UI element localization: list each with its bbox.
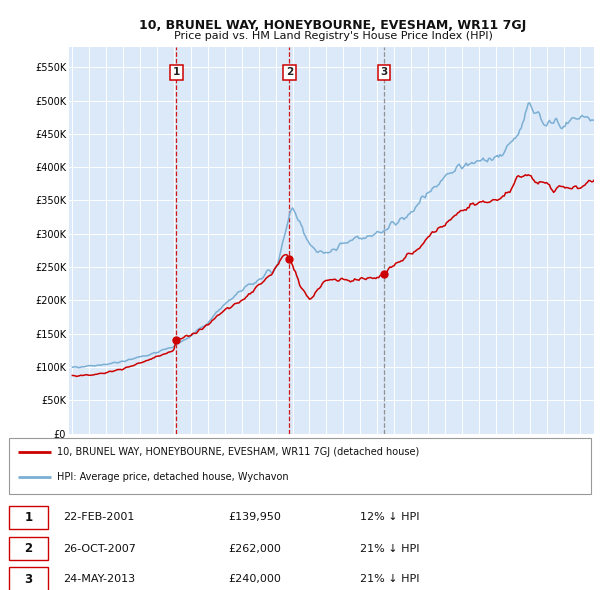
FancyBboxPatch shape xyxy=(9,537,48,560)
Text: 1: 1 xyxy=(173,67,180,77)
Text: £240,000: £240,000 xyxy=(228,574,281,584)
Text: Price paid vs. HM Land Registry's House Price Index (HPI): Price paid vs. HM Land Registry's House … xyxy=(173,31,493,41)
Text: 24-MAY-2013: 24-MAY-2013 xyxy=(63,574,135,584)
FancyBboxPatch shape xyxy=(9,568,48,590)
Text: HPI: Average price, detached house, Wychavon: HPI: Average price, detached house, Wych… xyxy=(57,471,289,481)
Text: 10, BRUNEL WAY, HONEYBOURNE, EVESHAM, WR11 7GJ: 10, BRUNEL WAY, HONEYBOURNE, EVESHAM, WR… xyxy=(139,19,527,32)
Text: 2: 2 xyxy=(286,67,293,77)
Text: 1: 1 xyxy=(25,511,32,524)
Text: 10, BRUNEL WAY, HONEYBOURNE, EVESHAM, WR11 7GJ (detached house): 10, BRUNEL WAY, HONEYBOURNE, EVESHAM, WR… xyxy=(57,447,419,457)
FancyBboxPatch shape xyxy=(9,506,48,529)
Text: 3: 3 xyxy=(380,67,388,77)
Text: 26-OCT-2007: 26-OCT-2007 xyxy=(63,543,136,553)
Text: 21% ↓ HPI: 21% ↓ HPI xyxy=(360,574,419,584)
Text: £139,950: £139,950 xyxy=(228,512,281,522)
Text: 2: 2 xyxy=(25,542,32,555)
Text: 3: 3 xyxy=(25,572,32,585)
Text: 22-FEB-2001: 22-FEB-2001 xyxy=(63,512,134,522)
Text: £262,000: £262,000 xyxy=(228,543,281,553)
Text: 12% ↓ HPI: 12% ↓ HPI xyxy=(360,512,419,522)
FancyBboxPatch shape xyxy=(9,438,591,494)
Text: 21% ↓ HPI: 21% ↓ HPI xyxy=(360,543,419,553)
